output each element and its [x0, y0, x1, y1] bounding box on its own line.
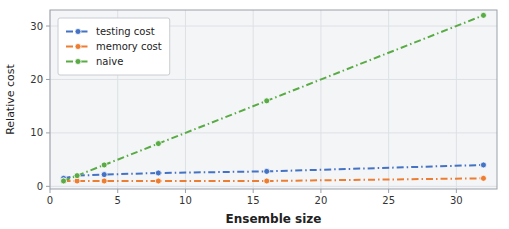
point	[480, 175, 486, 181]
grid-line-x	[253, 10, 254, 189]
grid-line-y	[50, 79, 497, 80]
tick-x	[320, 189, 321, 193]
grid-line-x	[320, 10, 321, 189]
series-line	[64, 165, 484, 178]
legend-label: naive	[96, 56, 123, 67]
tick-x	[117, 189, 118, 193]
legend: testing cost memory cost naive	[58, 18, 170, 75]
plot-area	[50, 10, 497, 189]
tick-y	[46, 26, 50, 27]
series-line	[64, 15, 484, 181]
tick-y	[46, 79, 50, 80]
grid-line-x	[388, 10, 389, 189]
tick-x	[388, 189, 389, 193]
tick-x	[456, 189, 457, 193]
point	[74, 173, 80, 179]
tick-label-y: 30	[30, 21, 43, 32]
y-axis-label: Relative cost	[4, 63, 17, 134]
x-axis-label: Ensemble size	[226, 212, 322, 226]
tick-label-y: 0	[37, 181, 43, 192]
legend-label: testing cost	[96, 26, 155, 37]
tick-label-x: 5	[115, 195, 121, 206]
grid	[50, 10, 497, 189]
tick-label-x: 10	[179, 195, 192, 206]
legend-marker	[75, 29, 81, 35]
tick-y	[46, 132, 50, 133]
axes: 0 5 10 15 20 25 30 0 10 20 30	[30, 21, 462, 206]
plot-frame	[50, 10, 497, 189]
tick-x	[50, 189, 51, 193]
point	[155, 141, 161, 147]
tick-x	[253, 189, 254, 193]
point	[480, 12, 486, 18]
point	[264, 168, 270, 174]
tick-x	[185, 189, 186, 193]
grid-line-y	[50, 132, 497, 133]
point	[155, 170, 161, 176]
legend-label: memory cost	[96, 41, 162, 52]
chart: 0 5 10 15 20 25 30 0 10 20 30 Ensemble size Relative…	[0, 0, 509, 229]
legend-marker	[75, 59, 81, 65]
grid-line-x	[185, 10, 186, 189]
tick-y	[46, 186, 50, 187]
point	[74, 173, 80, 179]
point	[101, 172, 107, 178]
grid-line-x	[456, 10, 457, 189]
tick-label-y: 10	[30, 127, 43, 138]
tick-label-x: 0	[47, 195, 53, 206]
point	[264, 178, 270, 184]
grid-line-y	[50, 186, 497, 187]
point	[480, 162, 486, 168]
legend-box	[58, 18, 170, 75]
point	[155, 178, 161, 184]
tick-label-x: 25	[382, 195, 395, 206]
tick-label-x: 15	[247, 195, 260, 206]
point	[61, 178, 67, 184]
series-line	[64, 178, 484, 181]
legend-marker	[75, 44, 81, 50]
tick-label-x: 20	[315, 195, 328, 206]
point	[61, 178, 67, 184]
point	[101, 178, 107, 184]
tick-label-y: 20	[30, 74, 43, 85]
point	[101, 162, 107, 168]
tick-label-x: 30	[450, 195, 463, 206]
point	[264, 98, 270, 104]
